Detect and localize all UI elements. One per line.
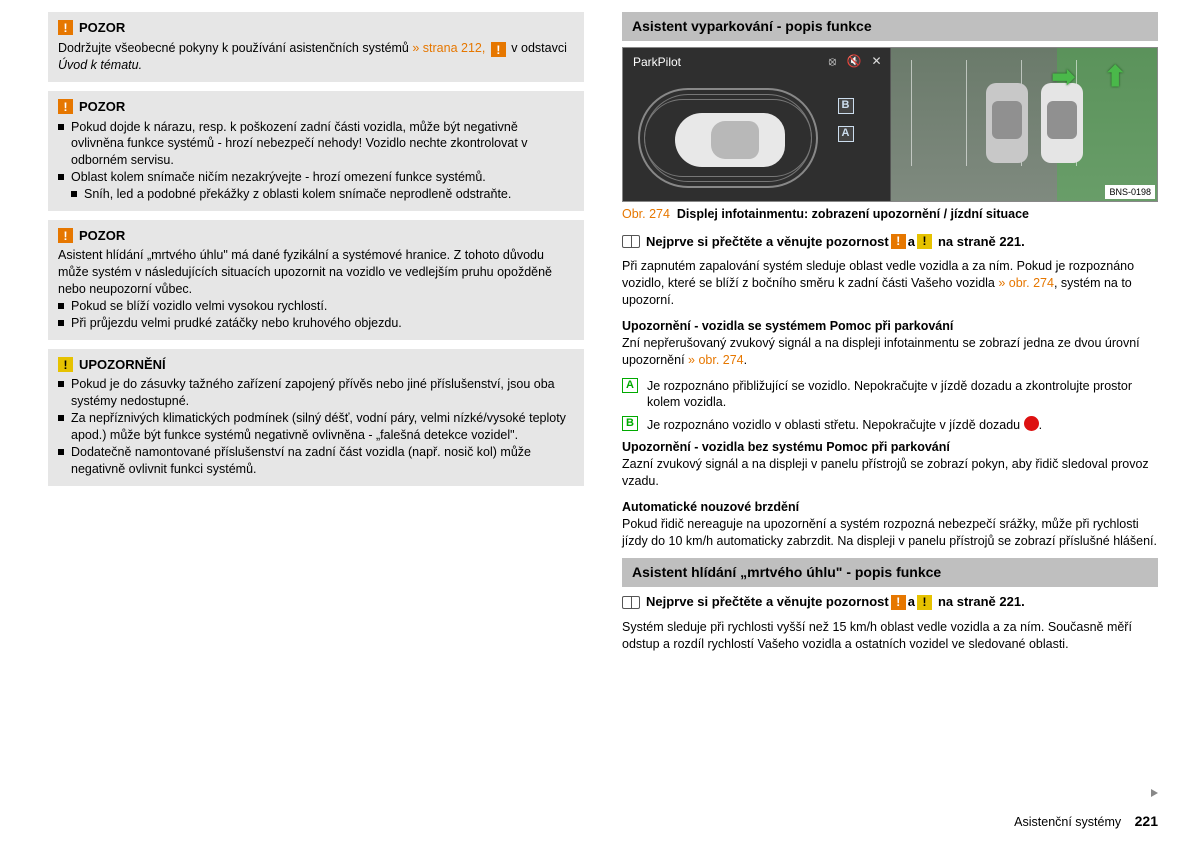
parkpilot-toolbar: ⦻ 🔇 ✕ xyxy=(829,53,882,69)
warn-icon: ! xyxy=(58,99,73,114)
warning-1: ! POZOR Dodržujte všeobecné pokyny k pou… xyxy=(48,12,584,82)
warn-icon: ! xyxy=(891,234,906,249)
subhead: Automatické nouzové brzdění Pokud řidič … xyxy=(622,499,1158,550)
paragraph: Při zapnutém zapalování systém sleduje o… xyxy=(622,258,1158,309)
warn-icon: ! xyxy=(58,20,73,35)
sensor-icon: ⦻ xyxy=(829,53,837,69)
book-icon xyxy=(622,596,640,609)
sensor-rings xyxy=(638,88,818,188)
continue-arrow-icon xyxy=(1151,789,1158,797)
image-id: BNS-0198 xyxy=(1105,185,1155,199)
parkpilot-label: ParkPilot xyxy=(633,54,681,70)
warn-icon: ! xyxy=(58,228,73,243)
book-icon xyxy=(622,235,640,248)
read-first-line: Nejprve si přečtěte a věnujte pozornost … xyxy=(622,233,1158,251)
ego-car xyxy=(675,113,785,167)
mute-icon: 🔇 xyxy=(846,53,861,69)
item-A: A Je rozpoznáno přibližující se vozidlo.… xyxy=(622,378,1158,412)
paragraph: Systém sleduje při rychlosti vyšší než 1… xyxy=(622,619,1158,653)
figure-right-panel: ➡ ⬆ xyxy=(891,48,1158,201)
warn-title: POZOR xyxy=(79,19,125,37)
figure-left-panel: ParkPilot ⦻ 🔇 ✕ B A xyxy=(623,48,891,201)
warning-3: ! POZOR Asistent hlídání „mrtvého úhlu" … xyxy=(48,220,584,340)
notice-icon: ! xyxy=(917,595,932,610)
parked-car xyxy=(986,83,1028,163)
read-first-line-2: Nejprve si přečtěte a věnujte pozornost … xyxy=(622,593,1158,611)
warn-icon: ! xyxy=(491,42,506,57)
subhead: Upozornění - vozidla se systémem Pomoc p… xyxy=(622,318,1158,369)
page-columns: ! POZOR Dodržujte všeobecné pokyny k pou… xyxy=(48,12,1158,662)
warn-icon: ! xyxy=(891,595,906,610)
left-column: ! POZOR Dodržujte všeobecné pokyny k pou… xyxy=(48,12,584,662)
label-a: A xyxy=(838,126,854,142)
notice-1: ! UPOZORNĚNÍ Pokud je do zásuvky tažného… xyxy=(48,349,584,486)
item-B: B Je rozpoznáno vozidlo v oblasti střetu… xyxy=(622,416,1158,434)
figure-274: ParkPilot ⦻ 🔇 ✕ B A xyxy=(622,47,1158,202)
warn-title: POZOR xyxy=(79,227,125,245)
notice-icon: ! xyxy=(917,234,932,249)
letter-a: A xyxy=(622,378,638,393)
page-footer: Asistenční systémy 221 xyxy=(1014,812,1158,831)
warn-body: Dodržujte všeobecné pokyny k používání a… xyxy=(58,40,574,74)
warn-title: POZOR xyxy=(79,98,125,116)
arrow-right-icon: ➡ xyxy=(1052,58,1075,96)
section-title-1: Asistent vyparkování - popis funkce xyxy=(622,12,1158,41)
stop-icon xyxy=(1024,416,1039,431)
subhead: Upozornění - vozidla bez systému Pomoc p… xyxy=(622,439,1158,490)
close-icon: ✕ xyxy=(871,53,881,69)
right-column: Asistent vyparkování - popis funkce Park… xyxy=(622,12,1158,662)
arrow-up-icon: ⬆ xyxy=(1104,58,1127,96)
warning-2: ! POZOR Pokud dojde k nárazu, resp. k po… xyxy=(48,91,584,211)
notice-icon: ! xyxy=(58,357,73,372)
notice-title: UPOZORNĚNÍ xyxy=(79,356,166,374)
label-b: B xyxy=(838,98,854,114)
section-title-2: Asistent hlídání „mrtvého úhlu" - popis … xyxy=(622,558,1158,587)
letter-b: B xyxy=(622,416,638,431)
figure-caption: Obr. 274 Displej infotainmentu: zobrazen… xyxy=(622,206,1158,223)
